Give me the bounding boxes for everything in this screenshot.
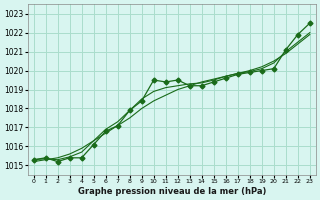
X-axis label: Graphe pression niveau de la mer (hPa): Graphe pression niveau de la mer (hPa) — [77, 187, 266, 196]
